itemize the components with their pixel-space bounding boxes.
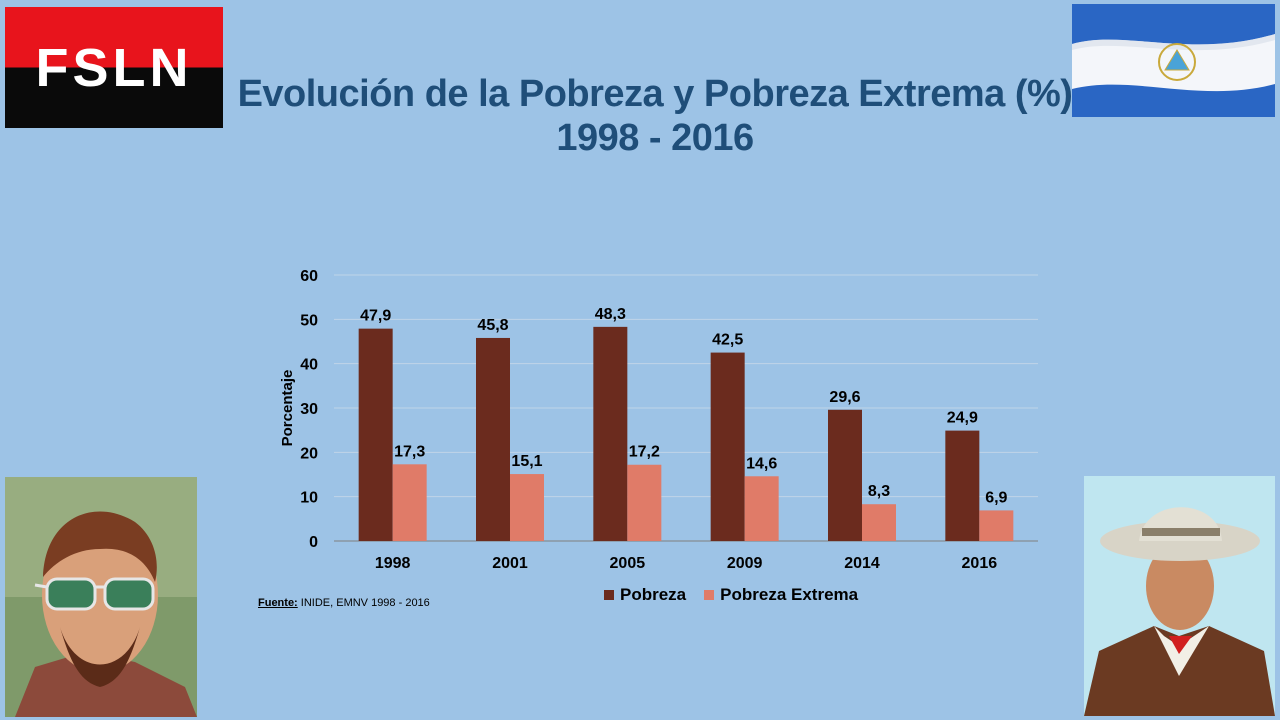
y-tick-label: 40 bbox=[300, 357, 318, 374]
legend-swatch-pobreza-extrema bbox=[704, 590, 715, 600]
data-label: 24,9 bbox=[947, 410, 978, 427]
chart-legend: Pobreza Pobreza Extrema bbox=[604, 585, 858, 605]
data-label: 48,3 bbox=[595, 306, 626, 323]
y-tick-label: 50 bbox=[300, 312, 318, 329]
bar-pobreza-extrema bbox=[862, 504, 896, 541]
x-tick-label: 2009 bbox=[727, 555, 763, 572]
legend-item-pobreza-extrema: Pobreza Extrema bbox=[704, 585, 858, 605]
y-tick-label: 60 bbox=[300, 268, 318, 285]
x-tick-label: 2005 bbox=[610, 555, 646, 572]
chart-title: Evolución de la Pobreza y Pobreza Extrem… bbox=[230, 72, 1080, 160]
data-label: 14,6 bbox=[746, 455, 777, 472]
bar-pobreza-extrema bbox=[392, 464, 427, 541]
x-tick-label: 2001 bbox=[492, 555, 528, 572]
nicaragua-flag-icon bbox=[1072, 4, 1275, 117]
data-label: 42,5 bbox=[712, 332, 743, 349]
legend-label-pobreza: Pobreza bbox=[620, 585, 687, 604]
fsln-logo: FSLN bbox=[5, 7, 223, 128]
y-tick-label: 20 bbox=[300, 445, 318, 462]
bar-pobreza-extrema bbox=[627, 464, 662, 541]
bar-pobreza bbox=[828, 409, 862, 541]
data-label: 47,9 bbox=[360, 308, 391, 325]
x-tick-label: 1998 bbox=[375, 555, 411, 572]
bar-pobreza bbox=[593, 326, 628, 541]
legend-swatch-pobreza bbox=[604, 590, 614, 600]
source-label: Fuente: bbox=[258, 597, 298, 609]
bar-pobreza-extrema bbox=[744, 476, 779, 541]
data-label: 17,3 bbox=[394, 443, 425, 460]
x-tick-label: 2016 bbox=[962, 555, 998, 572]
bar-pobreza-extrema bbox=[979, 510, 1014, 541]
title-line-1: Evolución de la Pobreza y Pobreza Extrem… bbox=[237, 73, 1073, 115]
bar-pobreza bbox=[476, 337, 510, 541]
source-note: Fuente: INIDE, EMNV 1998 - 2016 bbox=[258, 597, 430, 609]
data-label: 6,9 bbox=[985, 489, 1007, 506]
y-tick-label: 0 bbox=[309, 534, 318, 551]
y-axis-label: Porcentaje bbox=[279, 370, 296, 447]
y-tick-label: 30 bbox=[300, 401, 318, 418]
data-label: 45,8 bbox=[477, 317, 508, 334]
y-tick-label: 10 bbox=[300, 490, 318, 507]
legend-label-pobreza-extrema: Pobreza Extrema bbox=[720, 585, 859, 604]
data-label: 15,1 bbox=[511, 453, 542, 470]
bar-pobreza bbox=[710, 352, 745, 541]
legend-item-pobreza: Pobreza bbox=[604, 585, 686, 605]
logo-text: FSLN bbox=[35, 37, 193, 98]
source-text: INIDE, EMNV 1998 - 2016 bbox=[297, 597, 430, 609]
bar-pobreza-extrema bbox=[510, 474, 544, 541]
data-label: 17,2 bbox=[629, 444, 660, 461]
bar-pobreza bbox=[945, 430, 980, 541]
portrait-right bbox=[1084, 476, 1275, 716]
data-label: 29,6 bbox=[829, 389, 860, 406]
portrait-left bbox=[5, 477, 197, 717]
title-line-2: 1998 - 2016 bbox=[556, 117, 754, 159]
bar-pobreza bbox=[358, 328, 393, 541]
x-tick-label: 2014 bbox=[844, 555, 880, 572]
data-label: 8,3 bbox=[868, 483, 890, 500]
